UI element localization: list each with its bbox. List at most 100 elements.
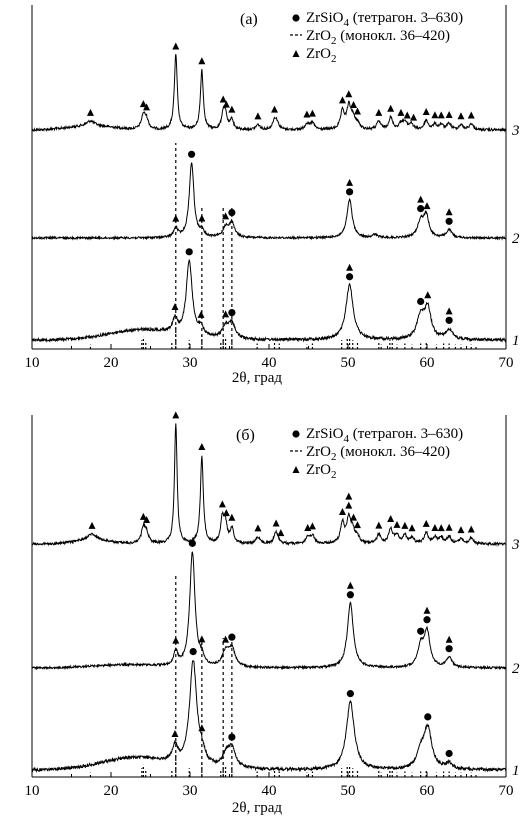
triangle-marker	[303, 110, 311, 118]
triangle-marker	[353, 107, 361, 115]
triangle-marker	[272, 519, 280, 527]
series-label: 2	[512, 231, 520, 247]
panel-label: (б)	[236, 427, 255, 444]
triangle-marker	[457, 112, 465, 120]
series-line	[31, 162, 507, 241]
triangle-marker	[254, 524, 262, 532]
triangle-marker	[277, 529, 285, 537]
x-tick-label: 50	[341, 783, 356, 799]
triangle-marker	[198, 724, 206, 732]
x-tick-label: 40	[262, 783, 277, 799]
triangle-marker	[350, 101, 358, 109]
triangle-marker	[222, 509, 230, 517]
triangle-marker	[445, 110, 453, 118]
triangle-marker	[346, 263, 354, 271]
triangle-marker	[222, 100, 230, 108]
x-tick-label: 60	[420, 783, 435, 799]
series-line	[31, 258, 507, 344]
x-tick-label: 70	[499, 783, 514, 799]
triangle-marker	[222, 310, 230, 318]
triangle-marker	[408, 524, 416, 532]
legend-label: ZrO2 (монокл. 36–420)	[306, 444, 450, 463]
triangle-marker	[139, 512, 147, 520]
triangle-marker	[143, 516, 151, 524]
circle-marker	[417, 205, 425, 213]
circle-marker	[445, 749, 453, 758]
legend-label: ZrO2 (монокл. 36–420)	[306, 28, 450, 47]
legend-label: ZrO2	[306, 462, 337, 481]
triangle-marker	[172, 636, 180, 644]
circle-marker	[188, 539, 196, 547]
circle-marker	[417, 627, 425, 635]
legend-triangle-icon	[292, 50, 300, 57]
legend-label: ZrO2	[306, 46, 337, 65]
triangle-marker	[88, 521, 96, 529]
circle-marker	[346, 690, 354, 698]
x-tick-label: 60	[420, 355, 435, 371]
triangle-marker	[445, 635, 453, 643]
triangle-marker	[403, 111, 411, 119]
triangle-marker	[197, 310, 205, 318]
legend-circle-icon	[292, 14, 300, 22]
triangle-marker	[254, 112, 262, 120]
triangle-marker	[172, 214, 180, 222]
series-label: 1	[512, 763, 520, 779]
triangle-marker	[198, 443, 206, 451]
triangle-marker	[467, 525, 475, 533]
circle-marker	[228, 633, 236, 641]
triangle-marker	[143, 103, 151, 111]
triangle-marker	[172, 411, 180, 419]
triangle-marker	[271, 105, 279, 113]
triangle-marker	[353, 521, 361, 529]
legend-triangle-icon	[292, 466, 300, 473]
triangle-marker	[228, 105, 236, 113]
x-axis-label: 2θ, град	[232, 800, 282, 816]
panel-a: 10 20 30 40 50 60 70 2θ, град (а) 3 2 1 ZrSiO4 (тетр…	[25, 5, 520, 386]
circle-marker	[228, 208, 236, 217]
triangle-marker	[350, 513, 358, 521]
circle-marker	[189, 648, 197, 656]
x-tick-label: 20	[104, 355, 119, 371]
x-tick-label: 10	[25, 355, 40, 371]
circle-marker	[424, 713, 432, 721]
triangle-marker	[198, 57, 206, 65]
triangle-marker	[387, 104, 395, 112]
series-line	[31, 551, 507, 671]
triangle-marker	[375, 521, 383, 529]
circle-marker	[445, 645, 453, 653]
x-tick-label: 50	[341, 355, 356, 371]
panel-label: (а)	[240, 11, 258, 28]
x-axis-label: 2θ, град	[232, 370, 282, 386]
triangle-marker	[397, 108, 405, 116]
circle-marker	[345, 188, 354, 196]
legend-circle-icon	[292, 430, 300, 438]
triangle-marker	[431, 523, 439, 531]
series-label: 1	[512, 333, 520, 349]
triangle-marker	[417, 195, 425, 203]
series-line	[31, 423, 507, 547]
triangle-marker	[218, 500, 226, 508]
circle-marker	[345, 273, 354, 281]
x-tick-label: 20	[104, 783, 119, 799]
triangle-marker	[345, 492, 353, 500]
triangle-marker	[445, 307, 453, 315]
triangle-marker	[423, 202, 431, 210]
triangle-marker	[467, 111, 475, 119]
triangle-marker	[346, 178, 354, 186]
triangle-marker	[308, 522, 316, 530]
triangle-marker	[393, 520, 401, 528]
circle-marker	[187, 150, 196, 158]
triangle-marker	[424, 291, 432, 299]
series-line	[31, 660, 507, 773]
triangle-marker	[338, 96, 346, 104]
circle-marker	[228, 309, 236, 317]
triangle-marker	[219, 95, 227, 103]
triangle-marker	[86, 108, 94, 116]
triangle-marker	[422, 107, 430, 115]
triangle-marker	[172, 42, 180, 50]
series-line	[31, 53, 507, 133]
x-tick-label: 70	[499, 355, 514, 371]
x-tick-label: 40	[262, 355, 277, 371]
triangle-marker	[437, 111, 445, 119]
